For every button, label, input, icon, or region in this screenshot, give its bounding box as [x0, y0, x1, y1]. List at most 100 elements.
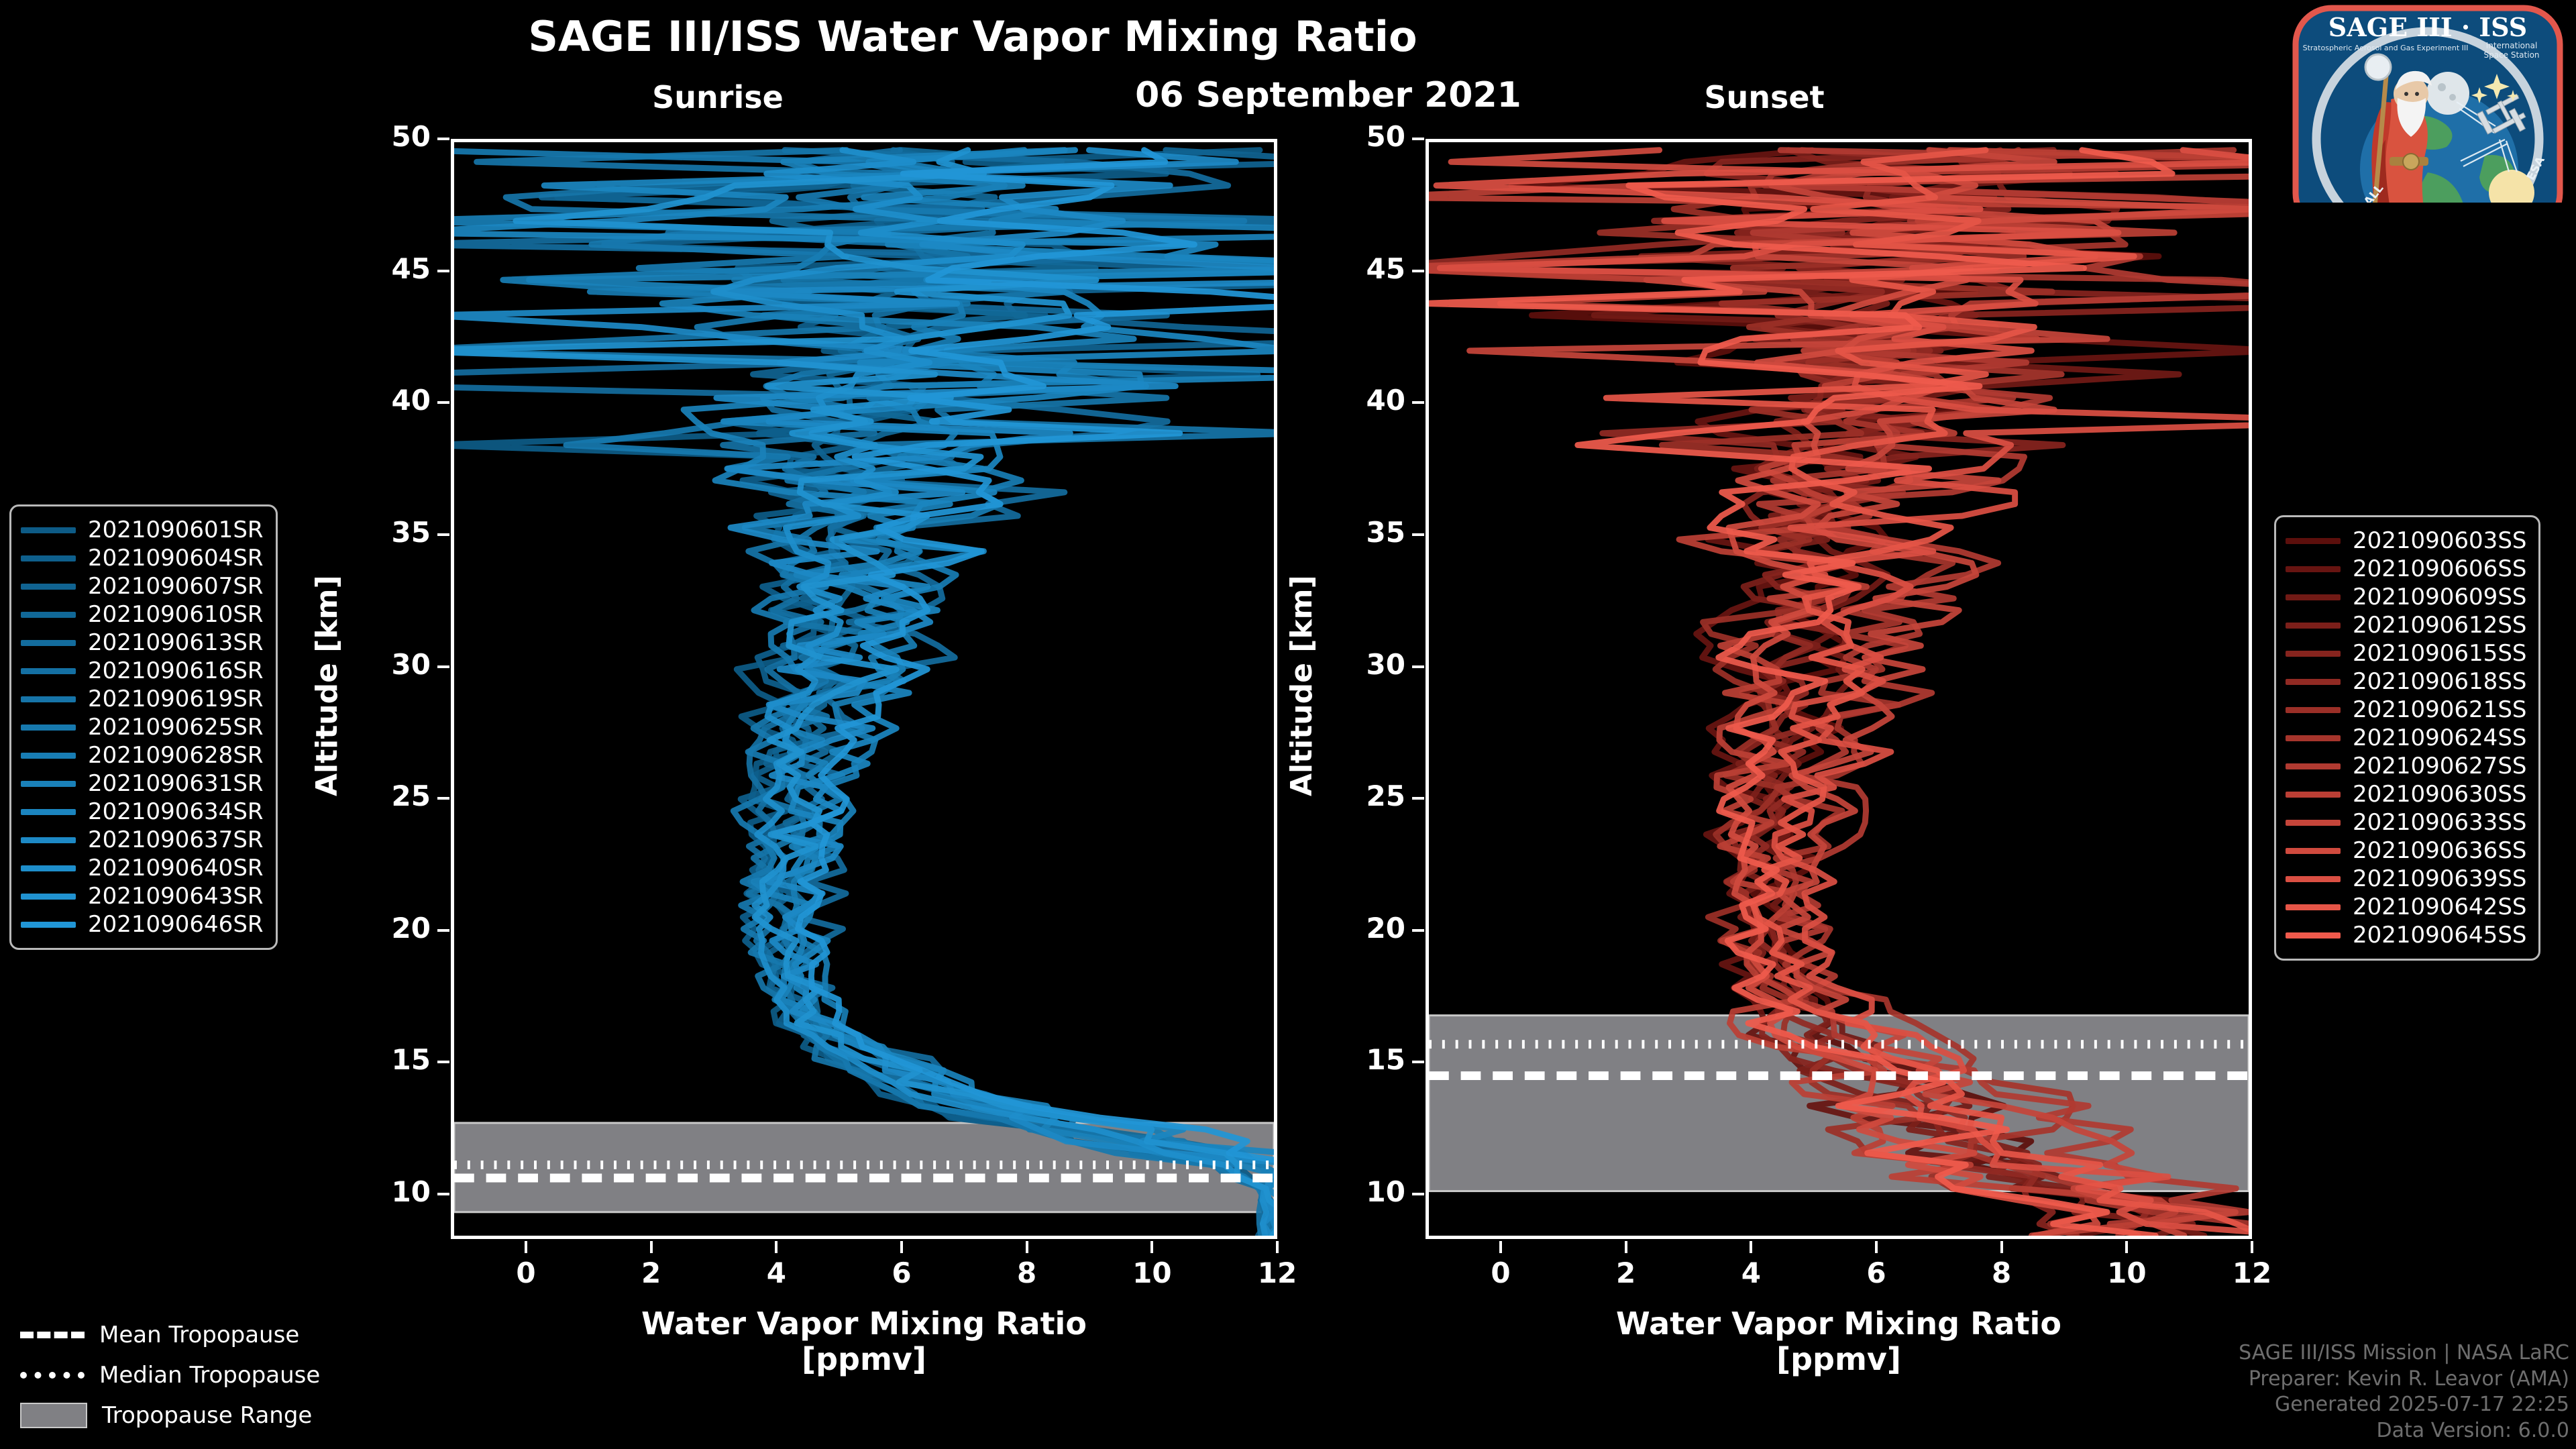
legend-item: 2021090625SR: [21, 713, 264, 741]
x-axis-title: Water Vapor Mixing Ratio [ppmv]: [1426, 1306, 2252, 1377]
x-axis-tick-mark: [2251, 1241, 2253, 1253]
legend-label: 2021090645SS: [2353, 922, 2527, 949]
legend-item: 2021090615SS: [2286, 639, 2526, 667]
x-axis-tick-mark: [1499, 1241, 1502, 1253]
legend-item: 2021090631SR: [21, 769, 264, 798]
y-axis-tick-label: 35: [391, 515, 431, 549]
page-title: SAGE III/ISS Water Vapor Mixing Ratio: [528, 12, 1417, 61]
legend-label-median-tropopause: Median Tropopause: [99, 1362, 321, 1389]
y-axis-title: Altitude [km]: [310, 575, 344, 796]
y-axis-tick-mark: [437, 1061, 449, 1064]
x-axis-tick-label: 2: [641, 1256, 661, 1289]
y-axis-tick-label: 20: [1366, 911, 1405, 945]
x-axis-tick-label: 12: [1257, 1256, 1297, 1289]
legend-color-swatch: [21, 837, 76, 843]
x-axis-tick-label: 12: [2232, 1256, 2272, 1289]
x-axis-tick-mark: [1875, 1241, 1878, 1253]
dotted-line-icon: [20, 1372, 85, 1379]
legend-item: 2021090637SR: [21, 826, 264, 854]
profile-line: [710, 147, 1270, 1236]
y-axis-tick-label: 50: [391, 120, 431, 153]
profile-line: [794, 147, 1274, 1163]
x-axis-tick-label: 10: [1132, 1256, 1172, 1289]
legend-label: 2021090637SR: [88, 826, 264, 853]
profile-line: [1429, 147, 2176, 1236]
legend-label: 2021090616SR: [88, 657, 264, 684]
x-axis-tick-mark: [1025, 1241, 1028, 1253]
legend-color-swatch: [21, 752, 76, 759]
credit-line-preparer: Preparer: Kevin R. Leavor (AMA): [2248, 1366, 2569, 1391]
x-axis-tick-mark: [1276, 1241, 1279, 1253]
x-axis-title-line2: [ppmv]: [1776, 1340, 1901, 1377]
y-axis-tick-label: 40: [391, 384, 431, 417]
y-axis-tick-mark: [437, 138, 449, 140]
logo-subtitle-left: Stratospheric Aerosol and Gas Experiment…: [2303, 44, 2469, 52]
legend-color-swatch: [2286, 566, 2341, 572]
legend-item: 2021090646SR: [21, 910, 264, 938]
legend-item: 2021090636SS: [2286, 837, 2526, 865]
legend-label: 2021090610SR: [88, 601, 264, 628]
y-axis-tick-mark: [1412, 1193, 1424, 1196]
legend-color-swatch: [2286, 847, 2341, 854]
x-axis-title-line1: Water Vapor Mixing Ratio: [641, 1305, 1087, 1342]
legend-label: 2021090613SR: [88, 629, 264, 656]
sunrise-profile-chart: [454, 147, 1274, 1236]
y-axis-tick-label: 40: [1366, 384, 1405, 417]
legend-label: 2021090612SS: [2353, 612, 2527, 639]
profile-line: [1429, 147, 2249, 1236]
legend-item: 2021090627SS: [2286, 752, 2526, 780]
legend-item: 2021090628SR: [21, 741, 264, 769]
x-axis-tick-mark: [900, 1241, 903, 1253]
sunrise-plot-panel: [451, 139, 1277, 1239]
legend-label: 2021090619SR: [88, 686, 264, 712]
legend-color-swatch: [2286, 594, 2341, 600]
legend-label: 2021090628SR: [88, 742, 264, 769]
legend-item: 2021090607SR: [21, 572, 264, 600]
y-axis-tick-mark: [1412, 401, 1424, 405]
y-axis-tick-mark: [1412, 797, 1424, 800]
legend-color-swatch: [21, 921, 76, 928]
legend-item: 2021090633SS: [2286, 808, 2526, 837]
sunset-panel-title: Sunset: [1704, 79, 1825, 115]
y-axis-tick-label: 15: [1366, 1043, 1405, 1077]
legend-label: 2021090640SR: [88, 855, 264, 881]
legend-label: 2021090609SS: [2353, 584, 2527, 610]
x-axis-tick-mark: [1624, 1241, 1627, 1253]
y-axis-tick-label: 25: [391, 780, 431, 813]
legend-label: 2021090633SS: [2353, 809, 2527, 836]
y-axis-tick-mark: [1412, 928, 1424, 932]
legend-label: 2021090601SR: [88, 517, 264, 543]
legend-item: 2021090645SS: [2286, 921, 2526, 949]
y-axis-tick-label: 45: [391, 252, 431, 285]
legend-color-swatch: [2286, 763, 2341, 769]
sunset-profile-chart: [1429, 147, 2249, 1236]
y-axis-title: Altitude [km]: [1285, 575, 1319, 796]
legend-label: 2021090615SS: [2353, 640, 2527, 667]
y-axis-tick-mark: [437, 269, 449, 272]
y-axis-tick-label: 10: [391, 1175, 431, 1209]
legend-item: 2021090640SR: [21, 854, 264, 882]
legend-item: 2021090619SR: [21, 685, 264, 713]
y-axis-tick-label: 30: [391, 647, 431, 681]
legend-color-swatch: [2286, 875, 2341, 882]
x-axis-tick-label: 6: [892, 1256, 912, 1289]
legend-color-swatch: [21, 893, 76, 900]
x-axis-tick-label: 0: [516, 1256, 536, 1289]
legend-label: 2021090636SS: [2353, 837, 2527, 864]
x-axis-tick-mark: [775, 1241, 778, 1253]
y-axis-tick-mark: [1412, 138, 1424, 140]
y-axis-tick-label: 30: [1366, 647, 1405, 681]
x-axis-tick-mark: [525, 1241, 527, 1253]
legend-color-swatch: [21, 611, 76, 618]
legend-color-swatch: [21, 639, 76, 646]
legend-color-swatch: [21, 865, 76, 871]
y-axis-tick-label: 35: [1366, 515, 1405, 549]
x-axis-title-line2: [ppmv]: [802, 1340, 926, 1377]
legend-color-swatch: [2286, 537, 2341, 544]
legend-label: 2021090627SS: [2353, 753, 2527, 780]
x-axis-tick-label: 6: [1866, 1256, 1886, 1289]
x-axis-tick-mark: [1150, 1241, 1154, 1253]
x-axis-tick-label: 0: [1491, 1256, 1511, 1289]
credit-line-version: Data Version: 6.0.0: [2376, 1418, 2569, 1442]
legend-color-swatch: [2286, 904, 2341, 910]
